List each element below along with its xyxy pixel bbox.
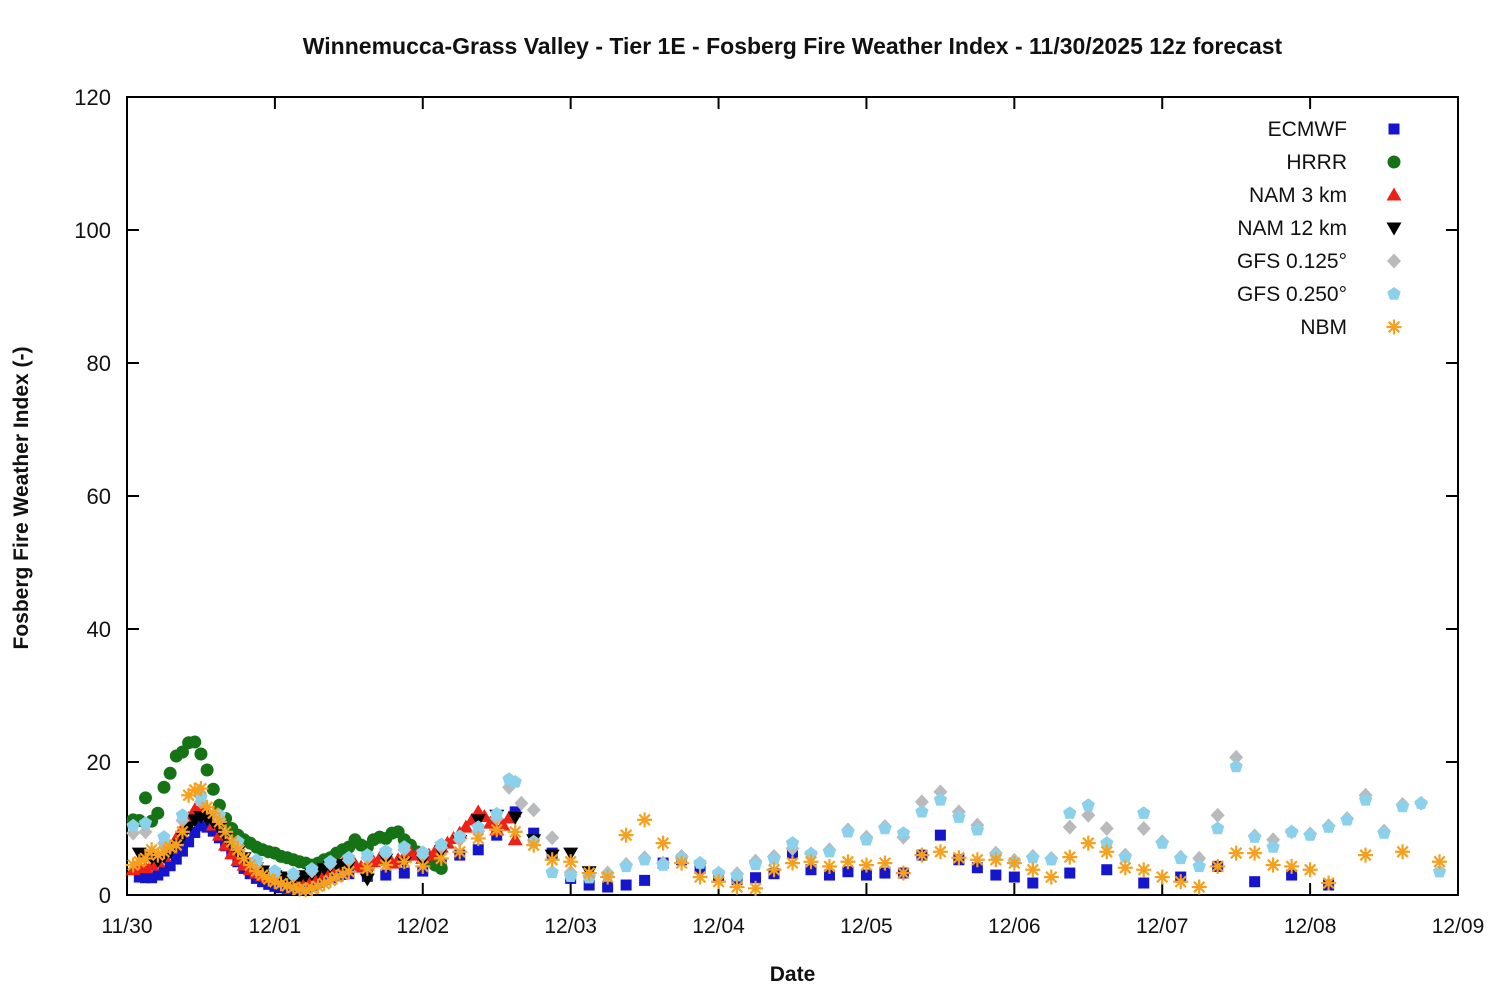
legend-label-hrrr: HRRR <box>1286 151 1347 174</box>
legend-label-gfs-0-250-: GFS 0.250° <box>1237 283 1347 306</box>
x-tick-label: 12/06 <box>988 915 1041 938</box>
series-nbm <box>125 781 1448 898</box>
x-tick-label: 12/03 <box>544 915 597 938</box>
x-tick-label: 12/09 <box>1432 915 1485 938</box>
y-tick-label: 0 <box>99 883 111 908</box>
legend-marker-pentagon-icon <box>1387 287 1401 300</box>
y-tick-label: 100 <box>74 218 111 243</box>
legend-label-gfs-0-125-: GFS 0.125° <box>1237 250 1347 273</box>
legend: ECMWF HRRR NAM 3 km NAM 12 km GFS 0.125° GFS … <box>1237 118 1402 339</box>
y-tick-label: 80 <box>87 351 111 376</box>
legend-label-ecmwf: ECMWF <box>1268 118 1347 141</box>
x-tick-label: 11/30 <box>102 915 153 938</box>
x-tick-label: 12/07 <box>1136 915 1189 938</box>
y-tick-label: 20 <box>87 750 111 775</box>
legend-label-nam-3-km: NAM 3 km <box>1249 184 1347 207</box>
legend-label-nam-12-km: NAM 12 km <box>1237 217 1347 240</box>
legend-marker-triangle-up-icon <box>1386 187 1402 201</box>
y-tick-label: 60 <box>87 484 111 509</box>
legend-marker-diamond-icon <box>1387 253 1401 269</box>
x-tick-label: 12/02 <box>396 915 449 938</box>
y-tick-label: 40 <box>87 617 111 642</box>
y-tick-label: 120 <box>74 85 111 110</box>
legend-marker-square-icon <box>1388 123 1400 135</box>
chart-title: Winnemucca-Grass Valley - Tier 1E - Fosb… <box>302 33 1283 59</box>
legend-label-nbm: NBM <box>1300 316 1347 339</box>
x-tick-label: 12/05 <box>840 915 893 938</box>
x-tick-label: 12/04 <box>692 915 745 938</box>
legend-marker-asterisk-icon <box>1386 319 1402 335</box>
legend-marker-triangle-down-icon <box>1386 222 1402 236</box>
x-tick-label: 12/01 <box>249 915 302 938</box>
x-tick-label: 12/08 <box>1284 915 1337 938</box>
legend-marker-circle-icon <box>1387 155 1401 169</box>
x-axis-label: Date <box>769 963 816 986</box>
